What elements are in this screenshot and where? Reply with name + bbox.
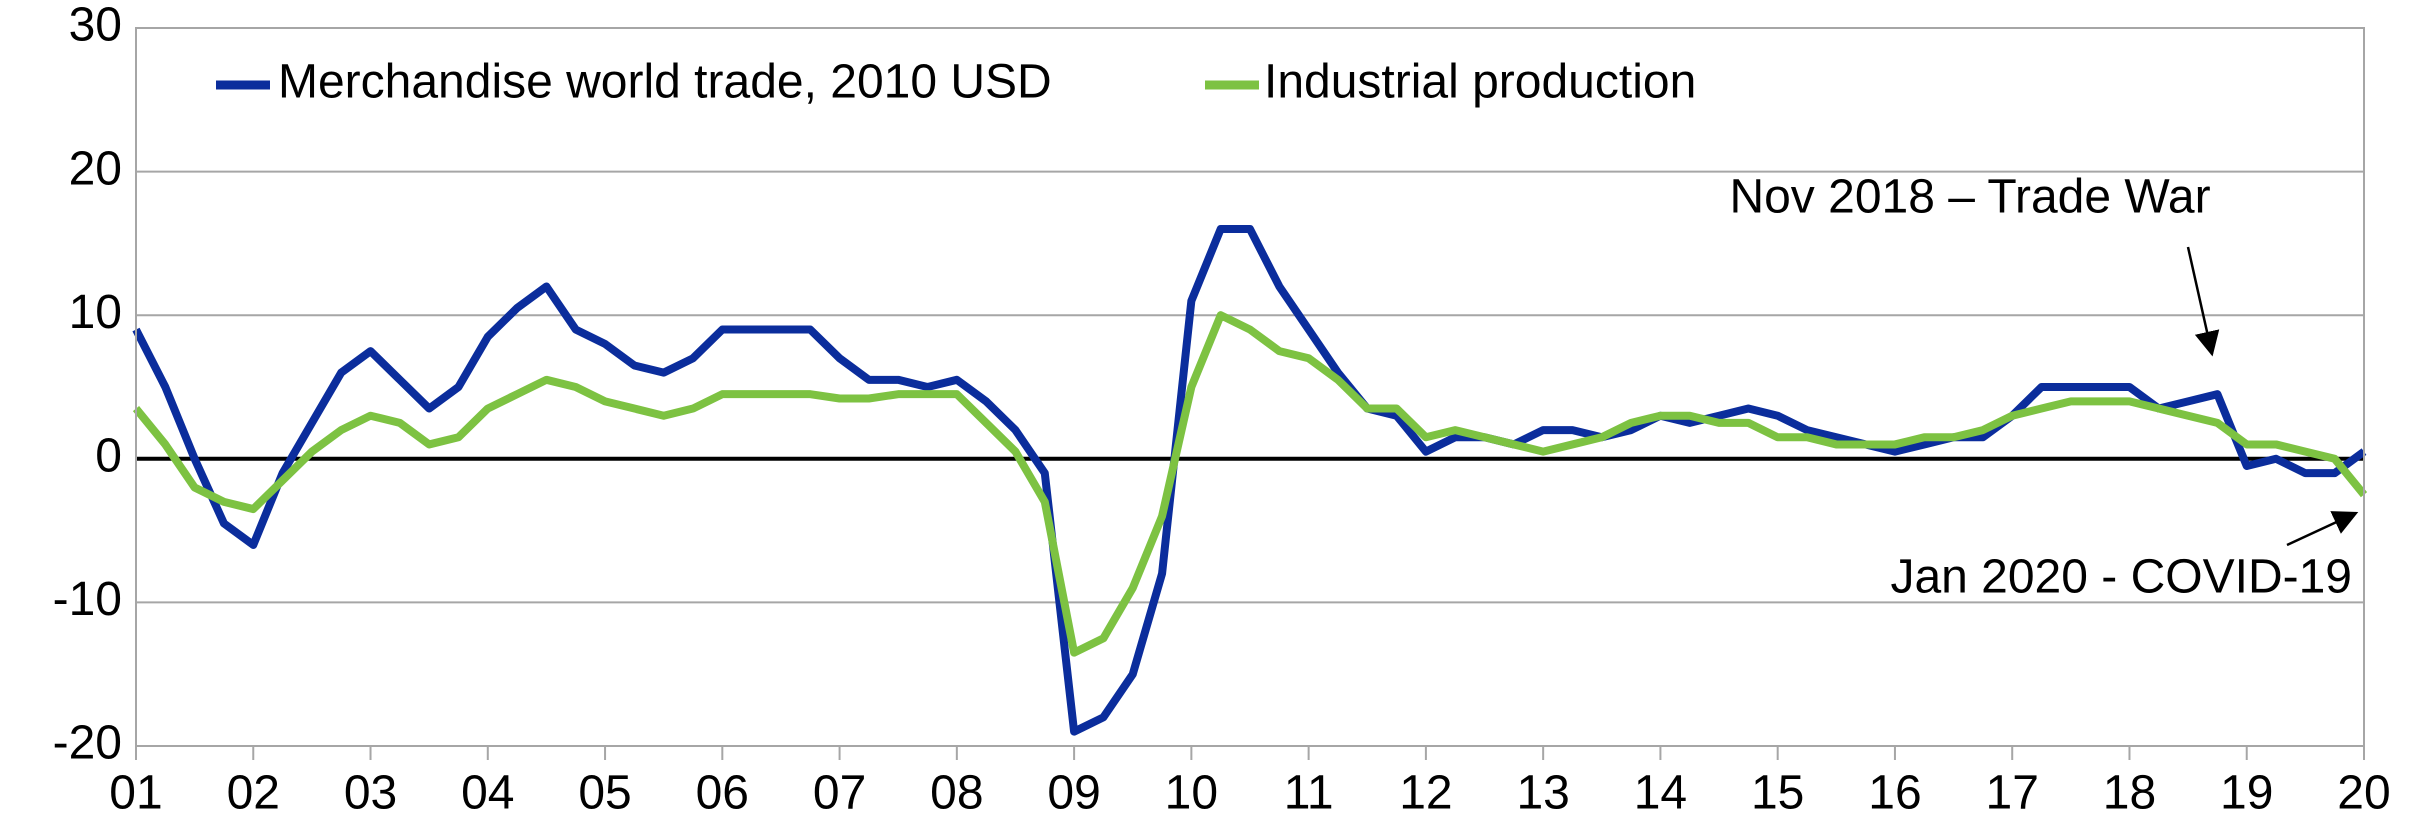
y-tick-label: 0 — [95, 429, 122, 482]
x-tick-label: 15 — [1751, 767, 1804, 820]
x-tick-label: 03 — [344, 767, 397, 820]
x-tick-label: 04 — [461, 767, 514, 820]
y-tick-label: 10 — [69, 286, 122, 339]
x-tick-label: 01 — [109, 767, 162, 820]
x-tick-label: 16 — [1868, 767, 1921, 820]
y-tick-label: 30 — [69, 0, 122, 52]
annotation-arrow — [2186, 246, 2220, 357]
annotation: Nov 2018 – Trade War — [1729, 171, 2210, 224]
x-tick-label: 12 — [1399, 767, 1452, 820]
x-tick-label: 10 — [1165, 767, 1218, 820]
y-tick-label: -10 — [53, 573, 122, 626]
x-tick-label: 11 — [1284, 767, 1334, 820]
series-line — [132, 311, 2368, 657]
x-tick-label: 18 — [2103, 767, 2156, 820]
x-tick-label: 08 — [930, 767, 983, 820]
plot-area: -20 -10 0 10 20 30 01 02 03 04 05 06 07 08 09 10 11 12 13 1… — [53, 0, 2391, 820]
legend-label: Merchandise world trade, 2010 USD — [278, 56, 1052, 109]
x-tick-label: 14 — [1634, 767, 1687, 820]
x-tick-label: 19 — [2220, 767, 2273, 820]
x-tick-label: 20 — [2337, 767, 2390, 820]
annotation: Jan 2020 - COVID-19 — [1890, 551, 2352, 604]
legend-label: Industrial production — [1264, 56, 1696, 109]
plot-border — [135, 27, 2365, 747]
series-line — [132, 225, 2367, 736]
x-tick-label: 09 — [1047, 767, 1100, 820]
y-tick-label: 20 — [69, 142, 122, 195]
x-tick-label: 13 — [1516, 767, 1569, 820]
x-tick-label: 07 — [813, 767, 866, 820]
x-tick-label: 02 — [227, 767, 280, 820]
x-tick-label: 17 — [1986, 767, 2039, 820]
x-tick-label: 06 — [696, 767, 749, 820]
x-tick-label: 05 — [578, 767, 631, 820]
y-tick-label: -20 — [53, 717, 122, 770]
annotation-arrow — [2286, 511, 2359, 547]
